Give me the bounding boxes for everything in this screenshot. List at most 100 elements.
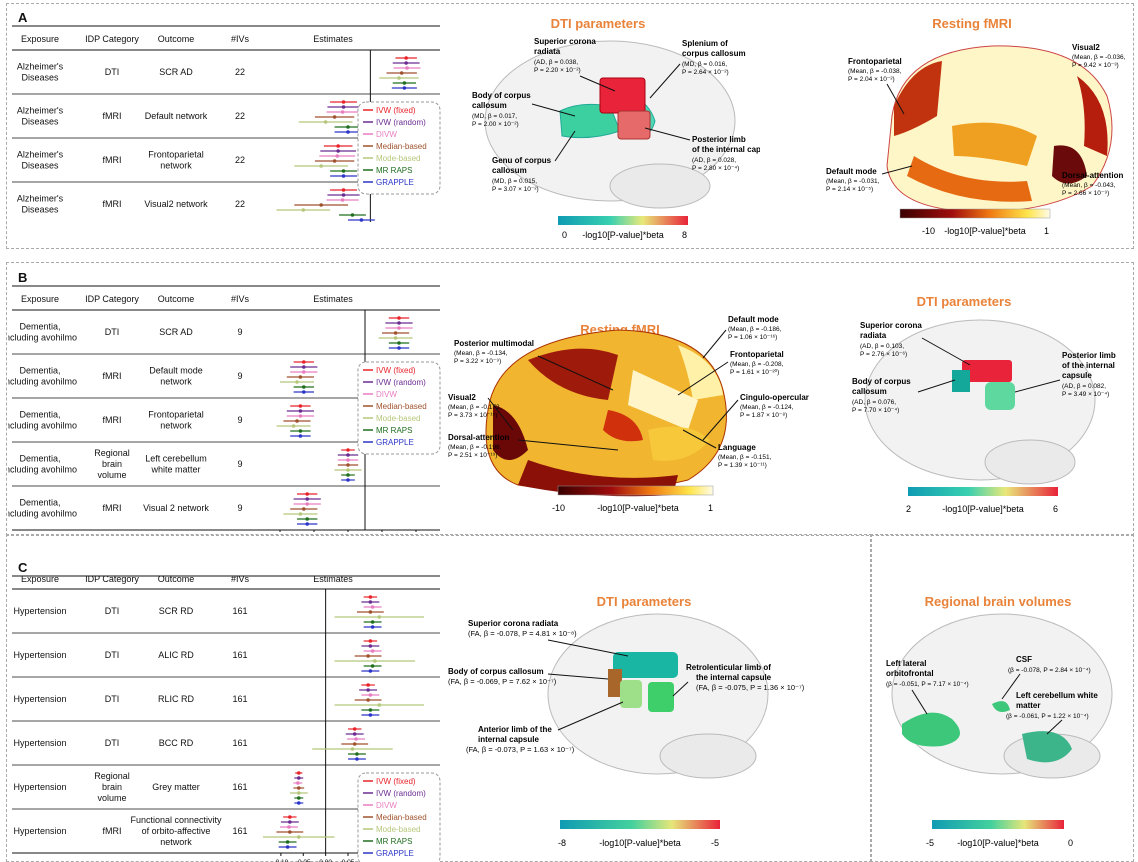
estimate-point: [350, 747, 355, 751]
annotation-posterior-limb: Posterior limb of the internal capsule (…: [644, 127, 760, 172]
cell-ivs: 22: [235, 199, 245, 209]
estimate-point: [368, 600, 373, 604]
annotation-language: Language (Mean, β = -0.151, P = 1.39 × 1…: [682, 429, 772, 469]
orbitofrontal-region: [902, 712, 960, 747]
estimate-point: [354, 737, 358, 741]
posterior-limb-region: [617, 110, 651, 140]
column-header: Exposure: [21, 294, 59, 304]
legend-label: IVW (random): [376, 378, 426, 387]
colorbar: [560, 820, 720, 829]
annotation-visual2: Visual2 (Mean, β = -0.036, P = 9.42 × 10…: [1072, 43, 1126, 69]
svg-text:Anterior limb of the: Anterior limb of the: [478, 725, 552, 734]
estimate-point: [346, 125, 350, 129]
cell-ivs: 22: [235, 155, 245, 165]
annotation-cingulo-opercular: Cingulo-opercular (Mean, β = -0.124, P =…: [702, 393, 809, 441]
estimate-point: [285, 845, 290, 849]
svg-text:(Mean, β = -0.134,: (Mean, β = -0.134,: [454, 350, 508, 357]
figure-title: Resting fMRI: [932, 16, 1011, 31]
cell-ivs: 161: [232, 738, 247, 748]
cell-exposure: Alzheimer's: [17, 106, 64, 116]
cerebellum-outline: [609, 163, 711, 209]
annotation-dorsal-attention: Dorsal-attention (Mean, β = -0.043, P = …: [1062, 171, 1123, 197]
superior-corona-radiata-region: [599, 77, 646, 114]
svg-text:Splenium of: Splenium of: [682, 39, 728, 48]
column-header: Exposure: [21, 34, 59, 44]
panel-label: A: [18, 10, 28, 25]
svg-text:matter: matter: [1016, 701, 1040, 710]
cell-outcome: network: [160, 421, 192, 431]
estimate-point: [341, 174, 346, 178]
cell-outcome: Frontoparietal: [148, 150, 204, 160]
svg-text:P = 3.07 × 10⁻²): P = 3.07 × 10⁻²): [492, 186, 539, 193]
estimate-point: [370, 605, 375, 609]
cell-category: brain: [102, 782, 122, 792]
cell-outcome: RLIC RD: [158, 694, 195, 704]
svg-text:Retrolenticular limb of: Retrolenticular limb of: [686, 663, 771, 672]
legend-label: DIVW: [376, 390, 397, 399]
estimate-point: [355, 752, 359, 756]
legend-label: IVW (random): [376, 118, 426, 127]
colorbar-label: -log10[P-value]*beta: [582, 230, 664, 240]
cell-exposure: including avohilmo: [8, 333, 77, 343]
colorbar-max: 0: [1068, 838, 1073, 848]
cell-exposure: Dementia,: [19, 366, 60, 376]
column-header: #IVs: [231, 34, 250, 44]
svg-text:Posterior limb: Posterior limb: [1062, 351, 1116, 360]
annotation-visual2: Visual2 (Mean, β = -0.173, P = 3.73 × 10…: [448, 393, 514, 431]
svg-text:P = 3.73 × 10⁻¹⁵): P = 3.73 × 10⁻¹⁵): [448, 412, 497, 419]
cell-category: fMRI: [103, 826, 122, 836]
estimate-point: [302, 385, 306, 389]
estimate-point: [298, 512, 303, 516]
svg-text:(AD, β = 0.038,: (AD, β = 0.038,: [534, 59, 578, 66]
axis-tick-label: -0.05: [296, 859, 311, 862]
estimate-point: [291, 424, 296, 428]
svg-text:of the internal: of the internal: [1062, 361, 1115, 370]
estimate-point: [399, 71, 404, 75]
cell-category: Regional: [94, 771, 130, 781]
svg-text:(AD, β = 0.076,: (AD, β = 0.076,: [852, 399, 896, 406]
colorbar-min: -5: [926, 838, 934, 848]
estimate-point: [341, 169, 346, 173]
svg-text:(Mean, β = -0.124,: (Mean, β = -0.124,: [740, 404, 794, 411]
annotation-posterior-limb: Posterior limb of the internal capsule (…: [1014, 351, 1116, 398]
estimate-point: [368, 693, 373, 697]
legend-label: Median-based: [376, 142, 427, 151]
estimate-point: [305, 497, 310, 501]
cell-outcome: white matter: [150, 465, 200, 475]
legend-label: Mode-based: [376, 414, 420, 423]
figure-title: Regional brain volumes: [925, 594, 1072, 609]
annotation-superior-corona-radiata: Superior corona radiata (FA, β = -0.078,…: [468, 619, 629, 657]
cell-exposure: Diseases: [21, 205, 59, 215]
estimate-point: [285, 840, 290, 844]
region-language: [603, 410, 643, 442]
estimate-point: [332, 115, 337, 119]
legend-label: IVW (fixed): [376, 777, 416, 786]
estimate-point: [295, 380, 299, 384]
svg-text:P = 2.14 × 10⁻⁵): P = 2.14 × 10⁻⁵): [826, 186, 873, 193]
cell-category: DTI: [105, 67, 120, 77]
cell-exposure: Hypertension: [13, 782, 66, 792]
svg-text:P = 2.00 × 10⁻²): P = 2.00 × 10⁻²): [472, 121, 519, 128]
estimate-point: [319, 203, 323, 207]
estimate-point: [366, 698, 370, 702]
estimate-point: [287, 825, 291, 829]
estimate-point: [368, 713, 373, 717]
svg-text:(β = -0.078, P = 2.84 × 10⁻⁴): (β = -0.078, P = 2.84 × 10⁻⁴): [1008, 667, 1091, 674]
cell-ivs: 9: [237, 503, 242, 513]
estimate-point: [340, 198, 345, 202]
column-header: IDP Category: [85, 294, 139, 304]
region-default-mode: [907, 156, 1032, 202]
retrolenticular-limb-region: [648, 682, 674, 712]
cell-outcome: SCR AD: [159, 327, 193, 337]
svg-text:Dorsal-attention: Dorsal-attention: [448, 433, 509, 442]
estimate-point: [341, 193, 346, 197]
legend-label: IVW (fixed): [376, 106, 416, 115]
annotation-genu: Genu of corpus callosum (MD, β = 0.015, …: [492, 130, 576, 193]
cell-outcome: of orbito-affective: [142, 826, 211, 836]
svg-text:Language: Language: [718, 443, 756, 452]
panel-label: B: [18, 270, 27, 285]
estimate-point: [346, 463, 350, 467]
region-visual2: [1077, 76, 1108, 156]
annotation-orbitofrontal: Left lateral orbitofrontal (β = -0.051, …: [886, 659, 969, 715]
column-header: Outcome: [158, 574, 195, 584]
